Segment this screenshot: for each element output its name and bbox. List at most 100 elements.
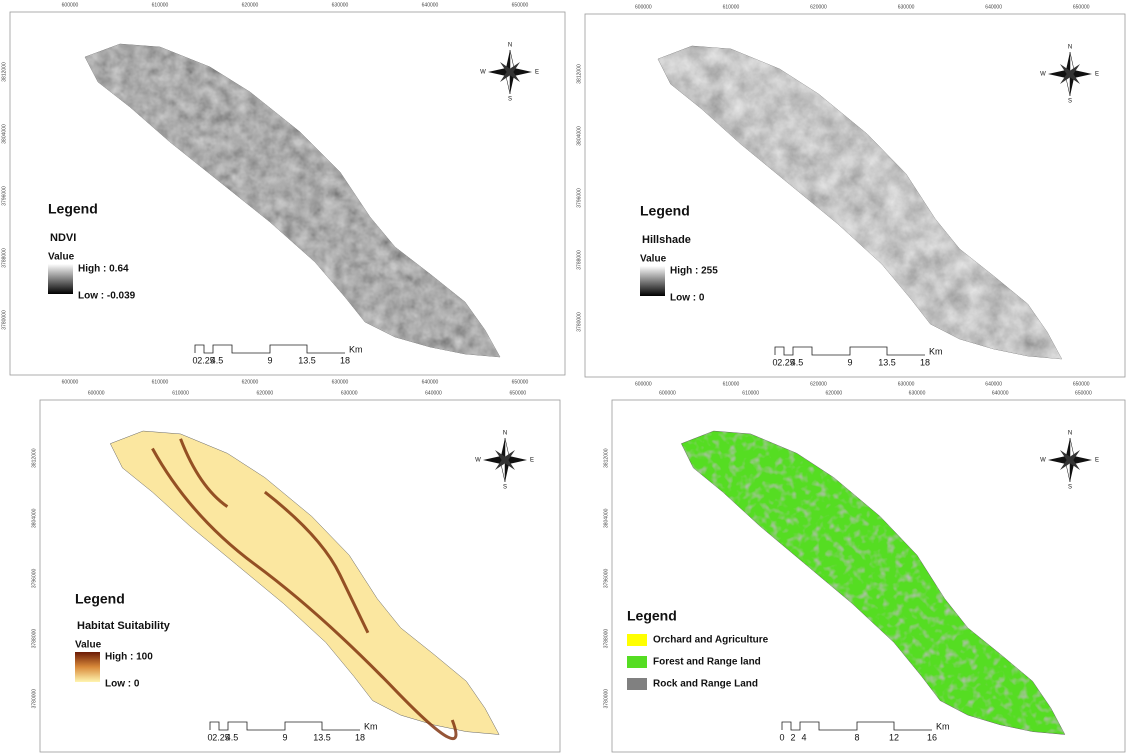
scale-label: 18 (355, 732, 365, 742)
y-coordinate-label: 3804000 (1, 124, 7, 144)
x-coordinate-label: 620000 (825, 390, 842, 396)
legend-title: Legend (640, 203, 690, 219)
scale-label: 13.5 (298, 355, 316, 365)
compass-west: W (1040, 72, 1046, 78)
legend-title: Legend (627, 608, 677, 624)
x-coordinate-label: 640000 (425, 390, 442, 396)
x-coordinate-label: 600000 (88, 390, 105, 396)
scale-label: 16 (927, 732, 937, 742)
compass-west: W (480, 70, 486, 76)
compass-north: N (1068, 431, 1072, 437)
legend-label: Forest and Range land (653, 657, 761, 668)
legend-swatch (627, 634, 647, 646)
x-coordinate-label: 640000 (992, 390, 1009, 396)
y-coordinate-label: 3804000 (576, 126, 582, 146)
x-coordinate-label: 620000 (257, 390, 274, 396)
scale-label: 13.5 (313, 732, 331, 742)
y-coordinate-label: 3780000 (576, 312, 582, 332)
page: {"coordinates": {"x": ["600000", "610000… (0, 0, 1128, 755)
scale-unit: Km (364, 721, 378, 731)
x-coordinate-label: 630000 (332, 2, 349, 8)
x-coordinate-label: 640000 (422, 379, 439, 385)
x-coordinate-label: 600000 (659, 390, 676, 396)
legend-label: Orchard and Agriculture (653, 635, 769, 646)
value-label: Value (48, 252, 75, 263)
y-coordinate-label: 3796000 (31, 568, 37, 588)
compass-east: E (535, 70, 539, 76)
y-coordinate-label: 3812000 (31, 448, 37, 468)
y-coordinate-label: 3804000 (31, 508, 37, 528)
x-coordinate-label: 610000 (172, 390, 189, 396)
legend-title: Legend (48, 201, 98, 217)
x-coordinate-label: 630000 (341, 390, 358, 396)
legend-high: High : 0.64 (78, 264, 129, 275)
layer-name: Habitat Suitability (77, 620, 171, 632)
x-coordinate-label: 630000 (909, 390, 926, 396)
y-coordinate-label: 3788000 (1, 248, 7, 268)
scale-label: 9 (267, 355, 272, 365)
y-coordinate-label: 3788000 (603, 629, 609, 649)
compass-south: S (508, 97, 512, 103)
scale-label: 18 (340, 355, 350, 365)
compass-south: S (503, 485, 507, 491)
y-coordinate-label: 3812000 (1, 62, 7, 82)
scale-label: 18 (920, 357, 930, 367)
compass-north: N (508, 43, 512, 49)
scale-label: 12 (889, 732, 899, 742)
x-coordinate-label: 630000 (898, 381, 915, 387)
scale-label: 0 (779, 732, 784, 742)
figure: 6000006000006100006100006200006200006300… (0, 0, 1128, 755)
x-coordinate-label: 650000 (1073, 4, 1090, 10)
x-coordinate-label: 620000 (810, 4, 827, 10)
scale-label: 8 (854, 732, 859, 742)
y-coordinate-label: 3780000 (31, 689, 37, 709)
x-coordinate-label: 610000 (152, 379, 169, 385)
legend-low: Low : 0 (105, 679, 140, 690)
legend-high: High : 255 (670, 266, 718, 277)
map-panel: 6000006000006100006100006200006200006300… (576, 4, 1125, 387)
compass-east: E (530, 458, 534, 464)
legend-ramp (75, 652, 100, 682)
scale-label: 4.5 (211, 355, 224, 365)
legend-title: Legend (75, 591, 125, 607)
compass-west: W (1040, 458, 1046, 464)
legend-low: Low : -0.039 (78, 291, 136, 302)
scale-unit: Km (929, 346, 943, 356)
compass-east: E (1095, 458, 1099, 464)
scale-unit: Km (936, 721, 950, 731)
scale-label: 4.5 (791, 357, 804, 367)
layer-name: Hillshade (642, 234, 691, 246)
map-panel: 6000006000006100006100006200006200006300… (31, 390, 560, 755)
legend-ramp (640, 266, 665, 296)
x-coordinate-label: 610000 (152, 2, 169, 8)
x-coordinate-label: 640000 (985, 381, 1002, 387)
value-label: Value (640, 254, 667, 265)
x-coordinate-label: 600000 (635, 4, 652, 10)
value-label: Value (75, 640, 102, 651)
legend-swatch (627, 656, 647, 668)
scale-label: 2 (790, 732, 795, 742)
scale-label: 13.5 (878, 357, 896, 367)
x-coordinate-label: 650000 (509, 390, 526, 396)
legend-ramp (48, 264, 73, 294)
legend-low: Low : 0 (670, 293, 705, 304)
x-coordinate-label: 600000 (62, 2, 79, 8)
compass-north: N (1068, 45, 1072, 51)
x-coordinate-label: 600000 (635, 381, 652, 387)
x-coordinate-label: 640000 (422, 2, 439, 8)
scale-label: 9 (282, 732, 287, 742)
scale-label: 4.5 (226, 732, 239, 742)
x-coordinate-label: 620000 (242, 379, 259, 385)
y-coordinate-label: 3796000 (1, 186, 7, 206)
y-coordinate-label: 3804000 (603, 508, 609, 528)
y-coordinate-label: 3780000 (603, 689, 609, 709)
y-coordinate-label: 3812000 (603, 448, 609, 468)
y-coordinate-label: 3788000 (31, 629, 37, 649)
x-coordinate-label: 610000 (742, 390, 759, 396)
x-coordinate-label: 610000 (723, 381, 740, 387)
legend-high: High : 100 (105, 652, 153, 663)
x-coordinate-label: 650000 (1075, 390, 1092, 396)
x-coordinate-label: 600000 (62, 379, 79, 385)
compass-south: S (1068, 485, 1072, 491)
compass-north: N (503, 431, 507, 437)
